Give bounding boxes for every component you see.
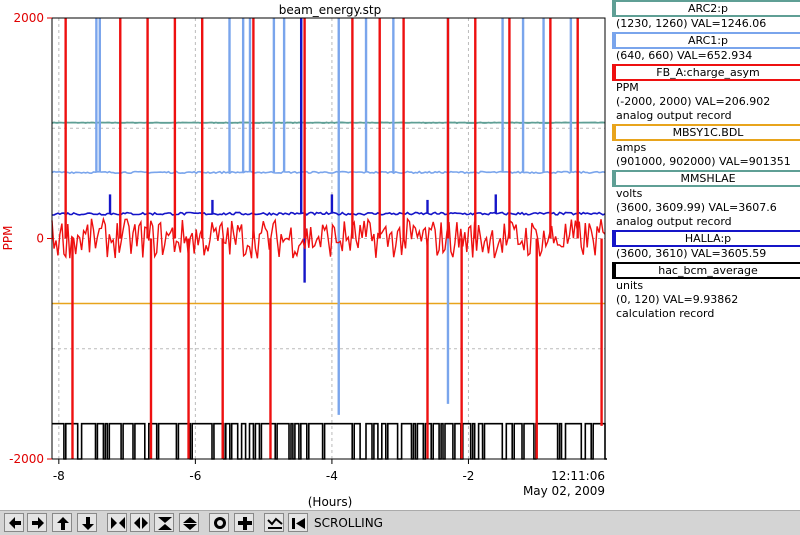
zoom-in-x-button[interactable] <box>107 513 127 532</box>
toolbar: SCROLLING <box>0 510 800 535</box>
pan-left-icon <box>9 517 21 529</box>
legend-detail: units <box>616 279 644 292</box>
legend-detail: PPM <box>616 81 639 94</box>
pan-up-button[interactable] <box>52 513 72 532</box>
zoom-out-x-button[interactable] <box>130 513 150 532</box>
legend-detail: (640, 660) VAL=652.934 <box>616 49 753 62</box>
zoom-in-x-icon <box>111 517 125 529</box>
date-label: May 02, 2009 <box>523 484 605 498</box>
auto-scale-icon <box>214 517 226 529</box>
legend-detail: volts <box>616 187 643 200</box>
legend-name[interactable]: ARC2:p <box>612 0 800 17</box>
zoom-in-y-icon <box>158 517 172 530</box>
add-pv-icon <box>238 517 252 530</box>
series-line <box>52 422 607 460</box>
status-text: SCROLLING <box>314 516 383 530</box>
zoom-out-y-button[interactable] <box>179 513 199 532</box>
pan-right-button[interactable] <box>27 513 47 532</box>
time-label: 12:11:06 <box>551 469 605 483</box>
pan-up-icon <box>57 517 69 530</box>
series-hac-bcm-average <box>52 422 607 460</box>
legend-detail: (3600, 3610) VAL=3605.59 <box>616 247 767 260</box>
legend-name[interactable]: FB_A:charge_asym <box>612 64 800 81</box>
pan-left-button[interactable] <box>4 513 24 532</box>
add-pv-button[interactable] <box>234 513 254 532</box>
y-axis-label: PPM <box>1 226 15 251</box>
axes: -8 -6 -4 -2 -2000 0 2000 <box>9 11 474 483</box>
pan-down-button[interactable] <box>77 513 97 532</box>
series-line <box>51 216 606 260</box>
series-layer <box>51 18 607 460</box>
legend-detail: (1230, 1260) VAL=1246.06 <box>616 17 767 30</box>
legend-name[interactable]: MMSHLAE <box>612 170 800 187</box>
legend-name[interactable]: hac_bcm_average <box>612 262 800 279</box>
y-tick-label: 0 <box>36 232 44 246</box>
x-tick-label: -2 <box>462 469 474 483</box>
legend-panel: ARC2:p (1230, 1260) VAL=1246.06 ARC1:p (640… <box>610 0 800 320</box>
x-tick-label: -4 <box>326 469 338 483</box>
series-fb-a-charge-asym <box>51 18 606 459</box>
strip-chart: beam_energy.stp PPM -8 -6 -4 -2 -2000 0 2000 (… <box>1 3 607 509</box>
first-page-icon <box>292 518 305 529</box>
pan-right-icon <box>32 517 44 529</box>
legend-detail: analog output record <box>616 109 732 122</box>
x-axis-label: (Hours) <box>308 495 353 509</box>
x-tick-label: -6 <box>189 469 201 483</box>
pan-down-icon <box>82 517 94 530</box>
legend-name[interactable]: ARC1:p <box>612 32 800 49</box>
legend-detail: calculation record <box>616 307 715 320</box>
zoom-out-x-icon <box>134 517 148 529</box>
legend-detail: amps <box>616 141 647 154</box>
legend-detail: (-2000, 2000) VAL=206.902 <box>616 95 771 108</box>
legend-name[interactable]: HALLA:p <box>612 230 800 247</box>
legend-detail: analog output record <box>616 215 732 228</box>
legend-detail: (901000, 902000) VAL=901351 <box>616 155 791 168</box>
x-tick-label: -8 <box>53 469 65 483</box>
y-tick-label: 2000 <box>13 11 44 25</box>
series-line <box>51 211 606 217</box>
chart-title: beam_energy.stp <box>279 3 382 17</box>
auto-scale-button[interactable] <box>209 513 229 532</box>
y-tick-label: -2000 <box>9 452 44 466</box>
legend-detail: (3600, 3609.99) VAL=3607.6 <box>616 201 777 214</box>
series-arc1-p <box>51 18 606 415</box>
first-page-button[interactable] <box>288 513 308 532</box>
series-halla-p <box>51 18 606 283</box>
scroll-mode-icon <box>267 517 283 529</box>
zoom-out-y-icon <box>183 517 197 530</box>
legend-detail: (0, 120) VAL=9.93862 <box>616 293 739 306</box>
legend-name[interactable]: MBSY1C.BDL <box>612 124 800 141</box>
scroll-mode-button[interactable] <box>264 513 284 532</box>
zoom-in-y-button[interactable] <box>154 513 174 532</box>
series-line <box>51 170 606 175</box>
